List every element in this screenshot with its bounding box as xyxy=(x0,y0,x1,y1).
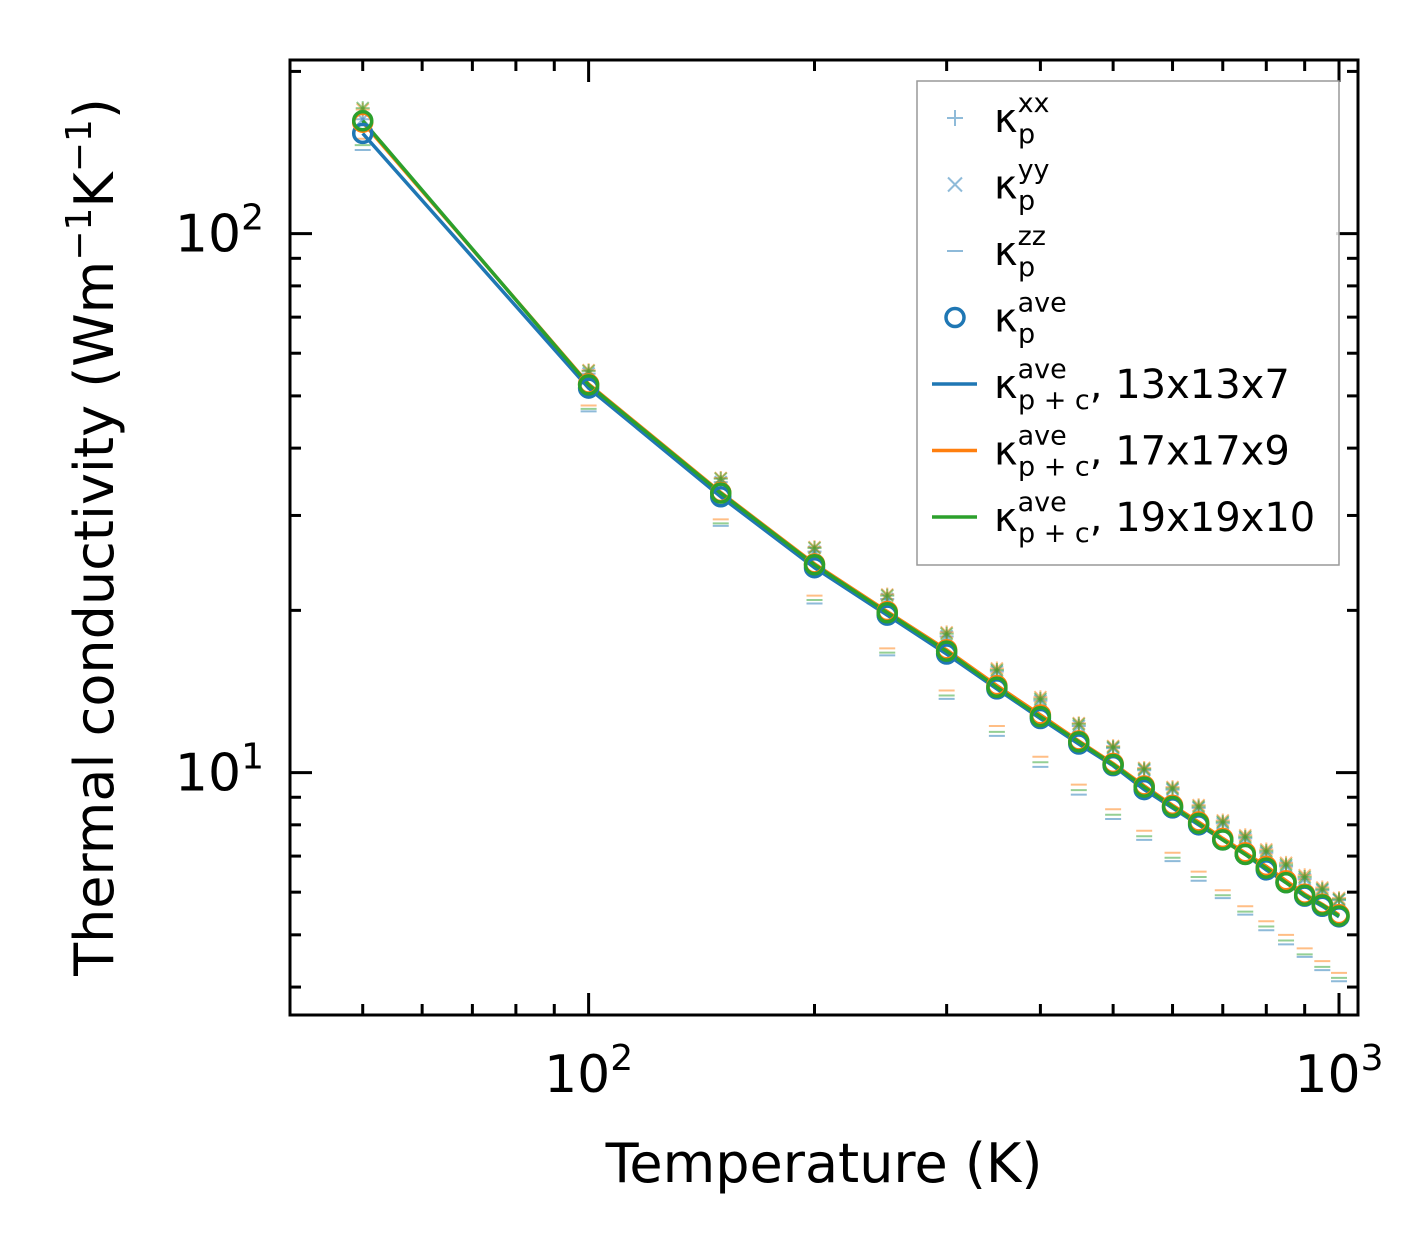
kave-marker xyxy=(1187,812,1210,835)
kyy-marker xyxy=(880,588,894,603)
kave-marker xyxy=(1029,705,1052,728)
data-marks xyxy=(354,101,1348,983)
average-markers xyxy=(351,109,1350,928)
legend-label: κave p + c, 17x17x9 xyxy=(994,421,1290,483)
legend-label: κave p xyxy=(994,288,1067,350)
kave-marker xyxy=(986,676,1008,699)
kyy-marker xyxy=(1238,830,1252,844)
legend-entry: κxx p xyxy=(947,88,1050,150)
legend-entry: κave p + c, 13x13x7 xyxy=(932,354,1290,416)
kyy-marker xyxy=(1191,799,1206,814)
kave-marker xyxy=(1161,795,1184,818)
legend-entry: κave p xyxy=(944,288,1067,350)
kyy-marker xyxy=(1033,692,1048,706)
kyy-marker xyxy=(1279,857,1293,872)
legend-entry: κyy p xyxy=(947,155,1050,217)
legend-circle-icon xyxy=(944,306,966,329)
x-tick-label: 102 xyxy=(544,1038,633,1105)
kyy-marker xyxy=(1106,740,1120,754)
x-tick-label: 103 xyxy=(1294,1038,1383,1105)
kave-marker xyxy=(1293,884,1316,907)
kyy-marker xyxy=(1332,892,1346,906)
legend-label: κzz p xyxy=(994,221,1046,283)
kave-marker xyxy=(710,482,732,504)
legend-plus-icon xyxy=(947,110,963,126)
kave-marker xyxy=(577,374,600,396)
kyy-marker xyxy=(1259,844,1273,858)
kyy-marker xyxy=(1072,717,1086,731)
kave-marker xyxy=(803,554,826,576)
legend-cross-icon xyxy=(947,176,963,193)
kyy-marker xyxy=(1216,815,1230,829)
kave-marker xyxy=(1133,776,1155,798)
kyy-marker xyxy=(807,541,822,555)
y-tick-label: 102 xyxy=(175,198,264,265)
kyy-marker xyxy=(1297,870,1312,884)
kave-marker xyxy=(351,122,374,145)
kyy-marker xyxy=(1315,882,1329,896)
legend-label: κave p + c, 19x19x10 xyxy=(994,487,1315,549)
series-lines xyxy=(361,119,1340,919)
series-line-19x19x10 xyxy=(361,119,1340,918)
kave-marker xyxy=(1255,857,1278,879)
kave-marker xyxy=(1311,894,1334,916)
tick-labels: 102 103 101 102 xyxy=(175,198,1384,1105)
legend-label: κave p + c, 13x13x7 xyxy=(994,354,1290,416)
legend-label: κyy p xyxy=(994,155,1050,217)
kave-marker xyxy=(1234,843,1257,866)
legend-entry: κzz p xyxy=(947,221,1046,283)
legend-box xyxy=(916,80,1340,566)
kave-marker xyxy=(1212,829,1234,851)
kave-marker xyxy=(1068,731,1090,753)
y-axis-label: Thermal conductivity (Wm−1K−1) xyxy=(59,98,126,977)
axis-ticks xyxy=(288,60,1358,1015)
legend-entry: κave p + c, 17x17x9 xyxy=(932,421,1290,483)
kave-marker xyxy=(351,109,374,132)
kave-marker xyxy=(1102,753,1124,776)
legend-entry: κave p + c, 19x19x10 xyxy=(932,487,1315,549)
plot-frame xyxy=(288,58,1360,1017)
kyy-marker xyxy=(1137,762,1151,776)
kyy-marker xyxy=(1165,781,1180,796)
kave-marker xyxy=(1328,905,1350,927)
kyy-marker xyxy=(939,627,954,641)
legend-label: κxx p xyxy=(994,88,1050,150)
x-axis-label: Temperature (K) xyxy=(605,1132,1043,1195)
y-tick-label: 101 xyxy=(175,737,264,804)
kave-marker xyxy=(1275,871,1297,894)
kave-marker xyxy=(876,601,898,624)
kave-marker xyxy=(935,640,958,662)
kyy-marker xyxy=(990,663,1004,677)
